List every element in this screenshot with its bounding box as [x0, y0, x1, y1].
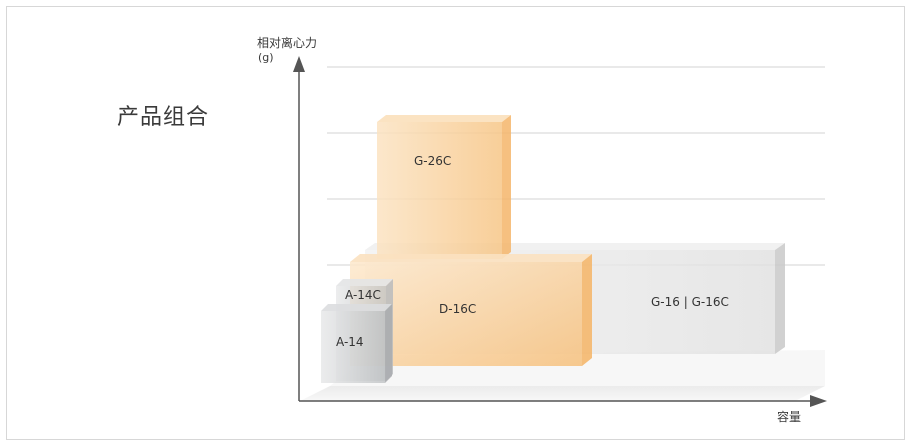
- box-label-g26c: G-26C: [414, 154, 451, 168]
- box-label-g16-g16c: G-16 | G-16C: [651, 295, 729, 309]
- box-g26c: G-26C: [377, 115, 511, 259]
- y-axis-arrow-icon: [293, 56, 305, 72]
- floor-plane: [300, 386, 825, 401]
- box-label-d16c: D-16C: [439, 302, 476, 316]
- y-axis-label: 相对离心力: [257, 36, 318, 50]
- axes: [293, 56, 827, 407]
- x-axis-arrow-icon: [810, 395, 827, 407]
- y-axis-unit: (g): [258, 51, 274, 64]
- page-title: 产品组合: [117, 105, 210, 130]
- x-axis-label: 容量: [777, 410, 802, 424]
- box-label-a14: A-14: [336, 335, 364, 349]
- box-a14: A-14: [321, 304, 392, 383]
- box-label-a14c: A-14C: [345, 288, 381, 302]
